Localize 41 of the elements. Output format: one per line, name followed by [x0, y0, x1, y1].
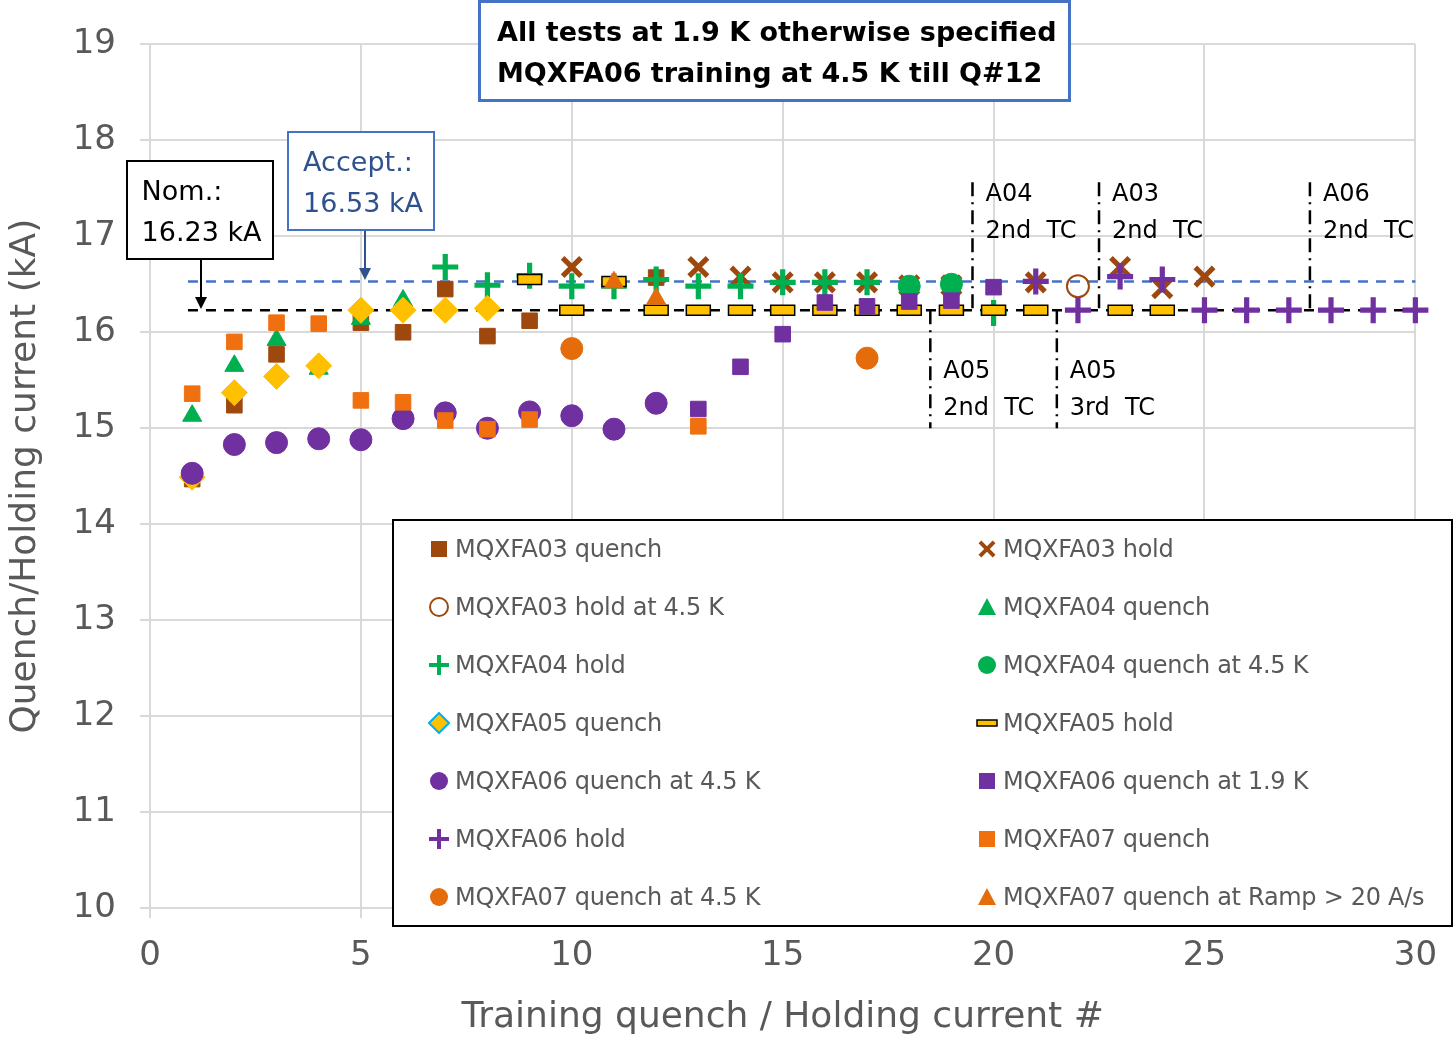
legend-label: MQXFA03 hold [1003, 535, 1174, 563]
ref-line-label: Accept.: 16.53 kA [287, 131, 436, 232]
x-tick-label: 10 [550, 933, 594, 974]
legend-label: MQXFA05 quench [455, 709, 662, 737]
y-tick-label: 13 [72, 596, 116, 637]
ref-line-label: A06 2nd TC [1322, 179, 1414, 245]
y-tick-label: 17 [72, 213, 116, 254]
x-tick-label: 15 [761, 933, 805, 974]
legend-label: MQXFA07 quench at Ramp > 20 A/s [1003, 883, 1425, 911]
y-tick-label: 16 [72, 309, 116, 350]
y-tick-label: 12 [72, 692, 116, 733]
y-tick-label: 11 [72, 788, 116, 829]
x-tick-label: 30 [1393, 933, 1437, 974]
y-tick-label: 15 [72, 405, 116, 446]
x-axis-title: Training quench / Holding current # [460, 993, 1104, 1035]
y-tick-label: 10 [72, 884, 116, 925]
legend-label: MQXFA07 quench [1003, 825, 1210, 853]
legend-label: MQXFA06 quench at 1.9 K [1003, 767, 1309, 795]
ref-line-label: A05 2nd TC [943, 356, 1035, 422]
legend-label: MQXFA05 hold [1003, 709, 1174, 737]
legend-label: MQXFA06 hold [455, 825, 626, 853]
legend-label: MQXFA06 quench at 4.5 K [455, 767, 761, 795]
y-tick-label: 18 [72, 117, 116, 158]
x-tick-label: 0 [139, 933, 161, 974]
legend-label: MQXFA03 hold at 4.5 K [455, 593, 724, 621]
legend-label: MQXFA04 quench [1003, 593, 1210, 621]
y-axis-title: Quench/Holding current (kA) [1, 218, 43, 734]
x-tick-label: 25 [1182, 933, 1227, 974]
ref-line-label: A05 3rd TC [1069, 356, 1156, 422]
legend-label: MQXFA04 hold [455, 651, 626, 679]
ref-line-label: Nom.: 16.23 kA [125, 160, 274, 261]
legend-label: MQXFA04 quench at 4.5 K [1003, 651, 1309, 679]
annotation: All tests at 1.9 K otherwise specified MQXFA06 training at 4.5 K till Q#12 [478, 0, 1072, 102]
legend-label: MQXFA07 quench at 4.5 K [455, 883, 761, 911]
ref-line-label: A04 2nd TC [985, 179, 1077, 245]
y-tick-label: 14 [72, 501, 116, 542]
x-tick-label: 5 [350, 933, 372, 974]
y-tick-label: 19 [72, 21, 116, 62]
x-tick-label: 20 [971, 933, 1016, 974]
ref-line-label: A03 2nd TC [1112, 179, 1204, 245]
legend-label: MQXFA03 quench [455, 535, 662, 563]
